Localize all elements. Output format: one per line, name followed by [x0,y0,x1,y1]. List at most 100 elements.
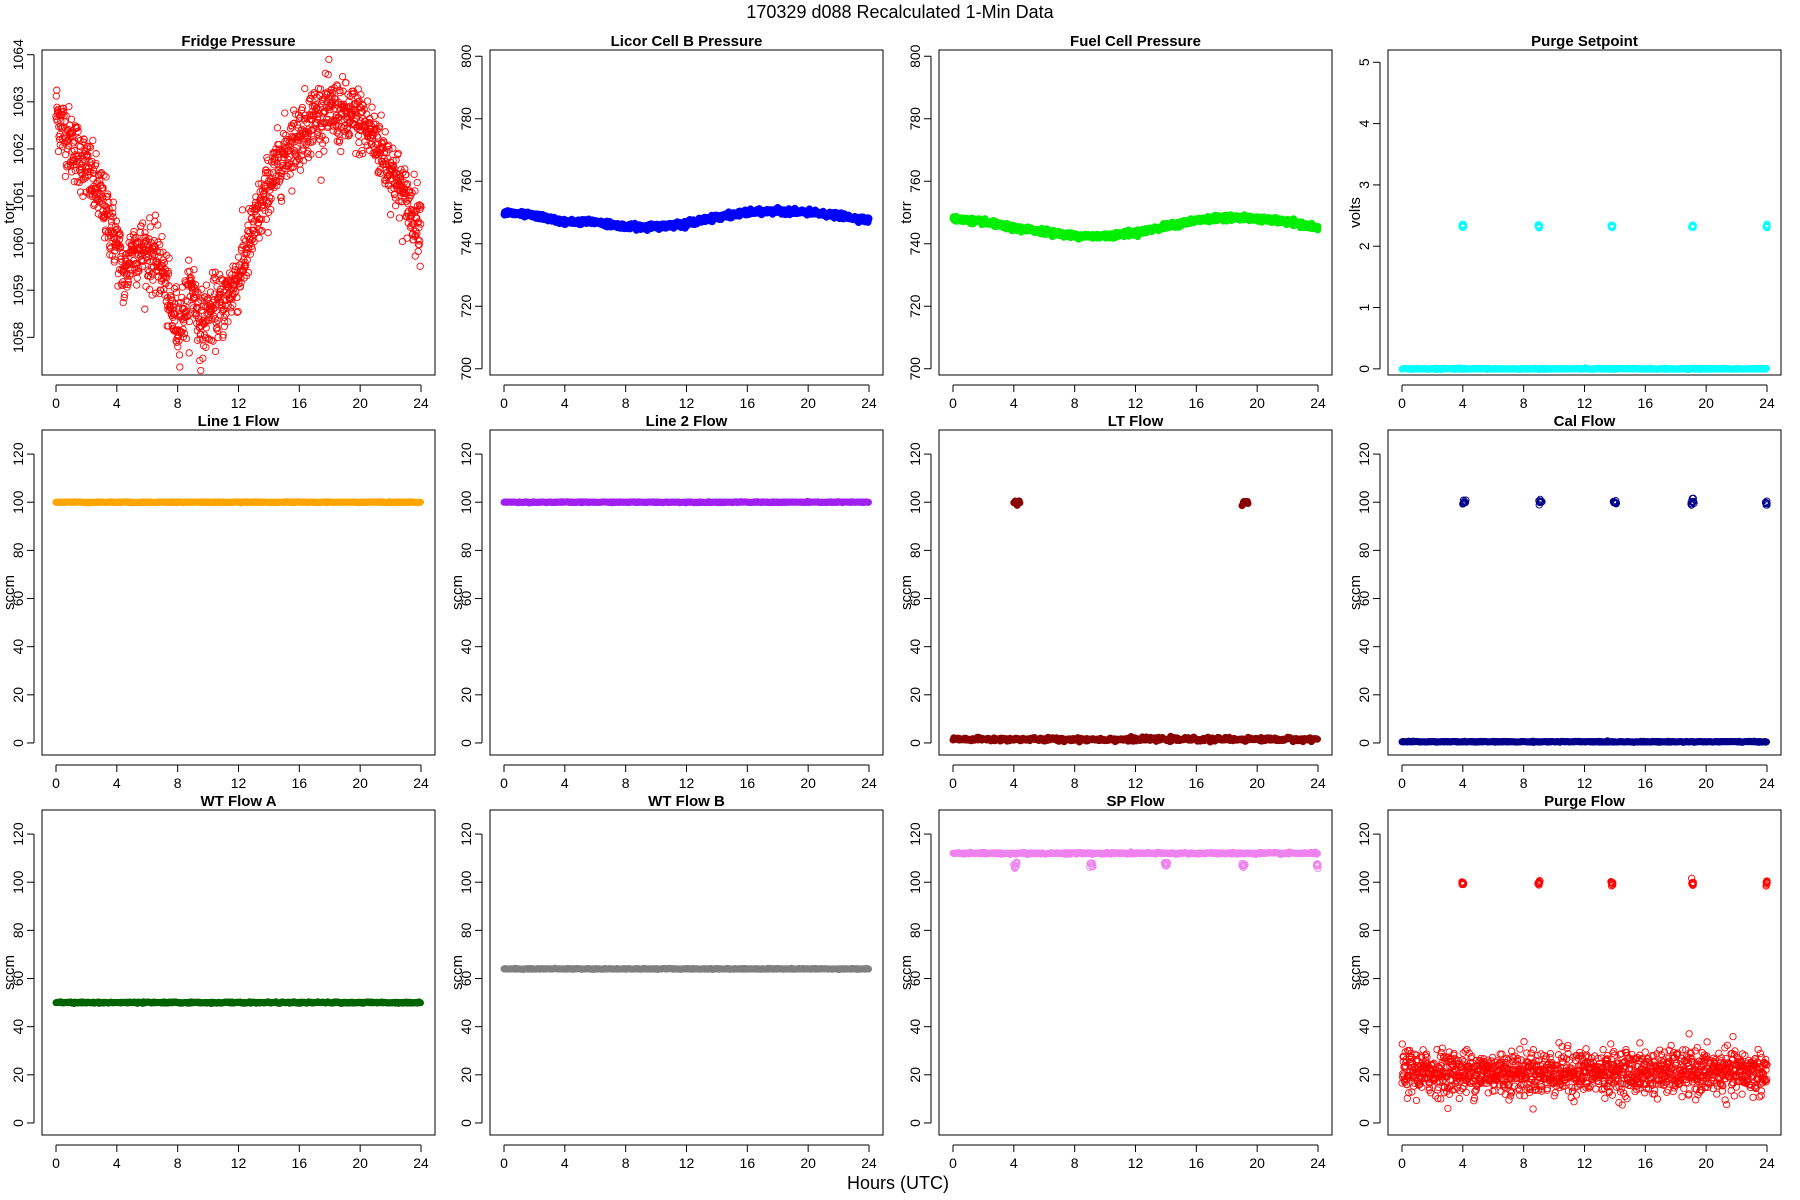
data-point [333,81,341,89]
data-point [381,180,389,188]
data-point [246,250,254,258]
data-point [295,114,304,122]
data-point [366,114,374,123]
data-point [355,138,363,147]
data-point [76,188,85,196]
data-point [352,112,361,120]
data-point [129,231,138,239]
data-point [354,85,362,93]
panel-title: Line 1 Flow [198,413,280,430]
data-point [229,301,237,309]
y-tick-label: 780 [458,107,474,131]
x-tick-label: 12 [1128,395,1144,411]
y-tick-label: 720 [458,294,474,318]
data-point [330,94,339,103]
data-point [157,286,165,294]
data-point [267,206,275,214]
data-point [216,311,225,319]
data-point [62,112,70,120]
data-point [298,106,306,114]
x-tick-label: 24 [1310,395,1326,411]
data-point [124,276,132,284]
data-point [179,325,187,334]
data-point [202,281,211,289]
data-point [244,268,253,277]
data-point [89,136,97,145]
y-tick-label: 1061 [10,180,26,211]
data-point [354,131,363,140]
data-point [175,337,183,345]
data-point [68,168,76,176]
y-tick-label: 1059 [10,274,26,305]
data-point [199,342,208,350]
data-point [112,217,121,225]
data-point [145,235,153,243]
data-point [133,259,141,267]
data-point [415,201,424,209]
data-point [390,169,399,178]
data-point [306,112,314,120]
data-point [414,219,422,227]
data-point [370,112,378,120]
data-point [210,304,218,313]
data-point [319,109,327,117]
data-point [185,349,193,357]
data-point [214,326,222,335]
data-point [315,132,323,140]
data-point [59,104,68,112]
data-point [172,288,181,296]
data-point [312,118,321,127]
data-point [301,84,309,93]
data-point [146,223,155,231]
data-point [138,262,147,271]
data-point [115,235,124,244]
data-point [286,170,294,178]
plot-frame [938,49,1333,376]
data-point [208,268,217,277]
data-point [165,254,173,262]
data-point [342,79,350,87]
data-point [92,159,100,168]
data-point [375,122,384,131]
data-point [171,310,179,318]
data-point [139,219,147,227]
data-point [149,276,157,284]
data-point [416,237,424,245]
data-point [352,149,360,158]
data-point [371,125,379,133]
data-point [180,318,188,326]
data-point [190,265,198,274]
y-tick-label: 2 [1356,242,1372,250]
data-point [329,127,337,135]
data-point [250,237,258,246]
data-point [343,124,352,132]
data-point [248,245,256,253]
data-point [255,226,263,234]
data-point [119,298,127,307]
data-point [94,196,102,204]
data-point [324,71,332,79]
data-point [293,121,302,129]
data-point [220,322,229,331]
data-point [202,343,210,351]
data-point [182,296,190,304]
data-point [160,269,169,277]
data-point [257,227,265,236]
data-point [243,256,251,264]
x-tick-label: 4 [561,395,569,411]
data-point [377,111,385,119]
data-point [102,173,110,181]
data-point [232,288,240,296]
data-point [207,336,216,344]
x-tick-label: 20 [352,395,368,411]
data-point [117,255,126,263]
panel-title: Purge Setpoint [1531,33,1638,50]
data-point [80,135,88,144]
data-point [176,363,184,371]
x-tick-label: 12 [679,395,695,411]
data-point [56,141,64,149]
data-point [52,92,60,100]
x-tick-label: 0 [949,395,957,411]
data-point [211,268,219,276]
